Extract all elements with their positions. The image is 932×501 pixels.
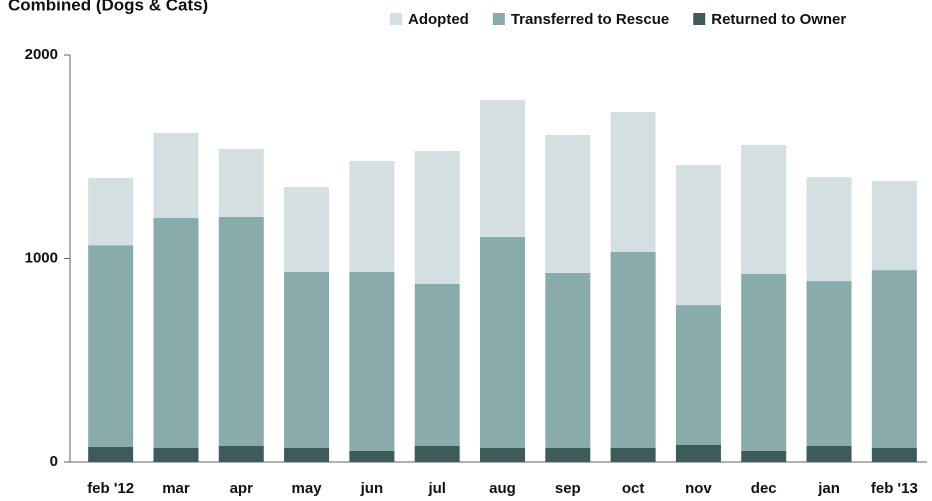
chart-title: Combined (Dogs & Cats) (8, 0, 208, 14)
y-tick-label: 1000 (25, 249, 58, 266)
bar-segment (88, 446, 134, 462)
bar-segment (218, 445, 264, 462)
bar-segment (414, 283, 460, 446)
bar-segment (414, 445, 460, 462)
x-tick-label: dec (751, 480, 777, 497)
legend-swatch (492, 13, 505, 25)
x-tick-label: oct (622, 480, 645, 497)
bar-segment (610, 251, 656, 448)
bar-segment (153, 218, 199, 448)
bar-segment (741, 450, 787, 462)
bar-segment (806, 177, 852, 282)
x-tick-label: jan (817, 480, 840, 497)
bar-segment (153, 447, 199, 462)
bar-segment (610, 111, 656, 252)
bar-segment (284, 187, 330, 272)
bar-segment (806, 445, 852, 462)
x-tick-label: may (292, 480, 323, 497)
bar-segment (545, 272, 591, 448)
bar-segment (218, 216, 264, 446)
bar-segment (349, 450, 395, 462)
bar-segment (284, 447, 330, 462)
bar-segment (480, 447, 525, 462)
bar-segment (871, 180, 917, 271)
bar-segment (218, 149, 264, 217)
bar-segment (414, 151, 460, 284)
bar-segment (284, 271, 330, 448)
x-tick-label: sep (555, 480, 581, 497)
x-tick-label: feb '13 (871, 480, 918, 497)
legend-swatch (693, 13, 706, 25)
y-tick-label: 2000 (25, 46, 58, 63)
bar-segment (349, 161, 395, 272)
bar-segment (88, 178, 134, 246)
bar-segment (871, 270, 917, 448)
bar-segment (545, 447, 591, 462)
x-tick-label: aug (489, 480, 516, 497)
bar-segment (741, 144, 787, 274)
bar-segment (349, 271, 395, 451)
bar-segment (610, 447, 656, 462)
bar-segment (675, 165, 721, 306)
bar-segment (741, 273, 787, 451)
bar-segment (153, 132, 199, 219)
bar-segment (545, 134, 591, 273)
x-tick-label: jun (360, 480, 384, 497)
legend-label: Returned to Owner (711, 11, 846, 28)
bar-segment (675, 305, 721, 445)
x-tick-label: nov (685, 480, 712, 497)
x-tick-label: feb '12 (87, 480, 134, 497)
x-tick-label: jul (427, 480, 446, 497)
bar-segment (480, 236, 525, 448)
legend-label: Adopted (408, 11, 469, 28)
legend-label: Transferred to Rescue (511, 11, 669, 28)
x-tick-label: apr (230, 480, 254, 497)
y-tick-label: 0 (50, 453, 58, 470)
bar-segment (675, 444, 721, 462)
bar-segment (871, 447, 917, 462)
bar-segment (806, 281, 852, 446)
bar-segment (480, 99, 525, 237)
x-tick-label: mar (162, 480, 190, 497)
bar-segment (88, 245, 134, 447)
legend-swatch (390, 13, 402, 25)
